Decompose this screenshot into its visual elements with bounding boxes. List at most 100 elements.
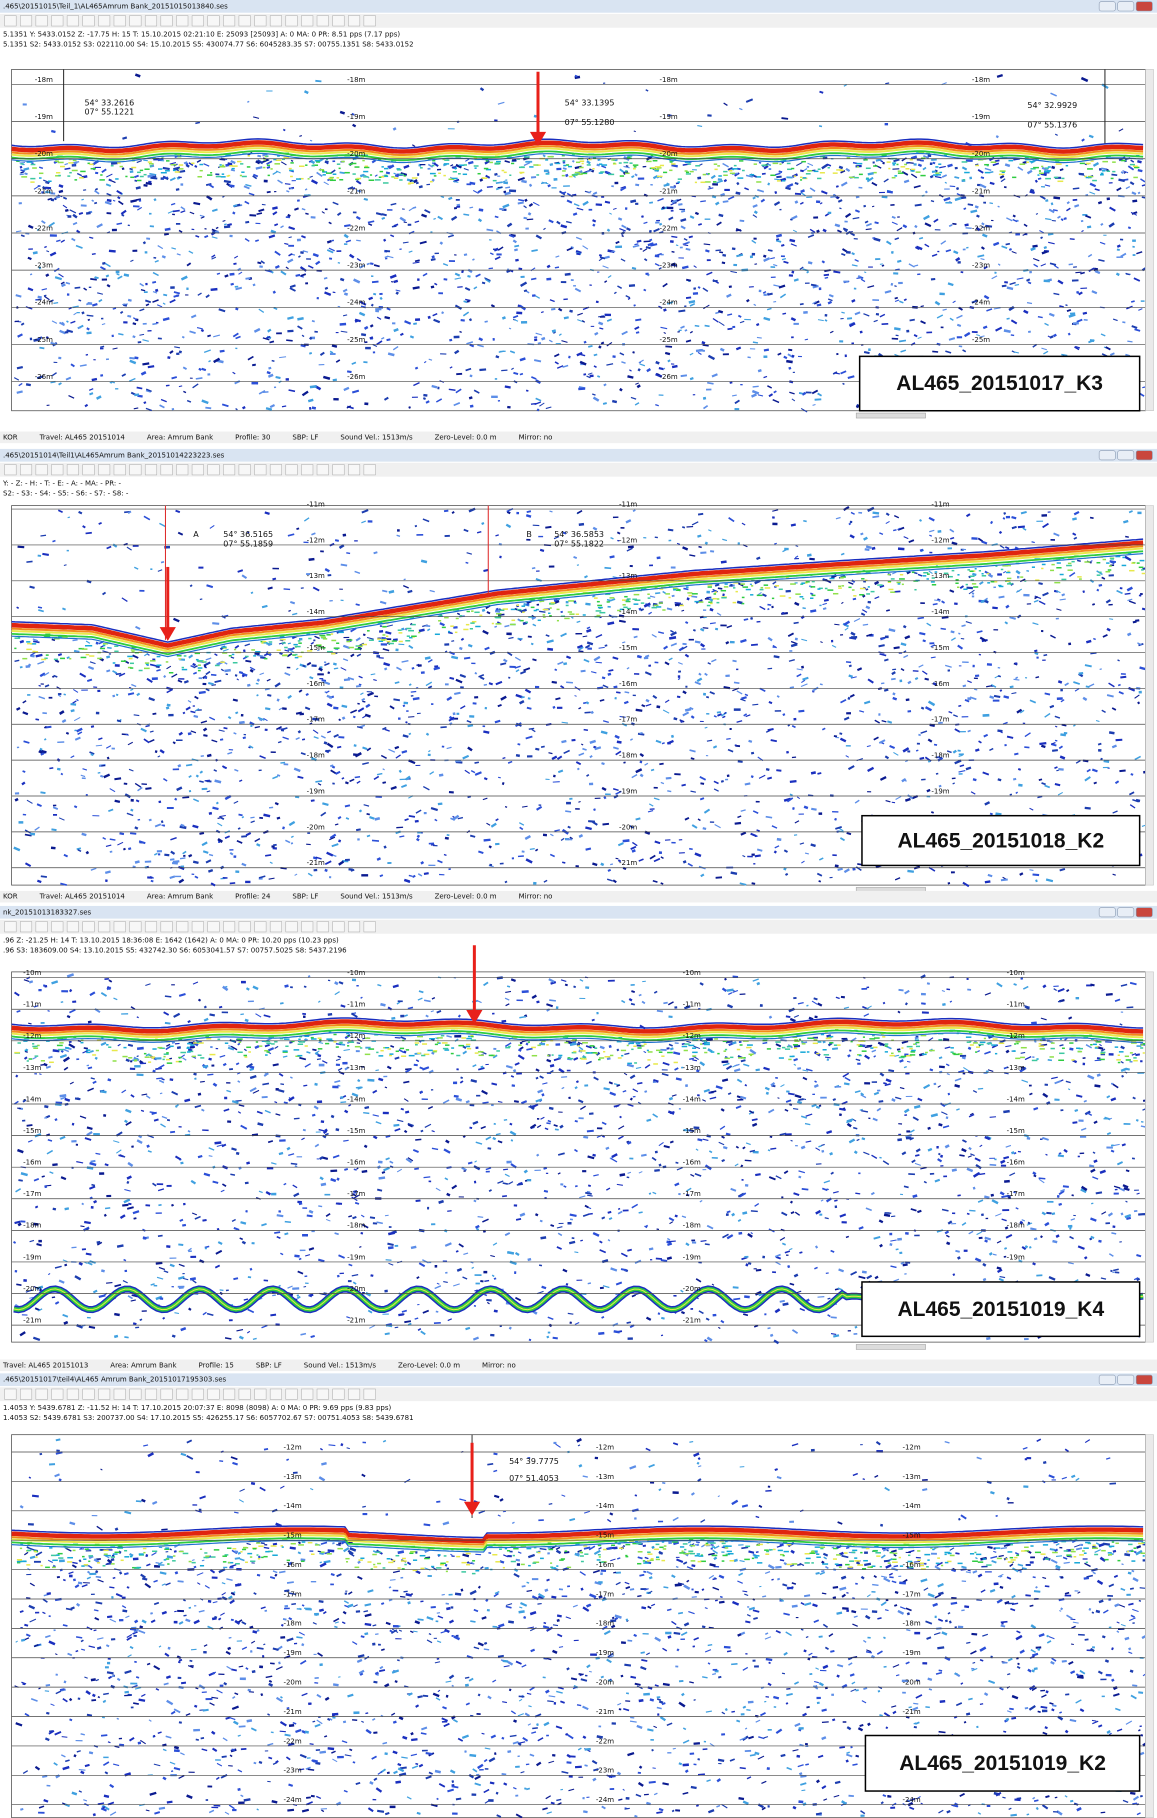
echo-speck [158, 801, 161, 804]
toolbar-button[interactable] [51, 465, 63, 475]
toolbar-button[interactable] [83, 16, 95, 26]
toolbar-button[interactable] [223, 465, 235, 475]
echo-speck [864, 159, 868, 161]
window-button[interactable] [1118, 451, 1134, 460]
echo-speck [443, 175, 445, 177]
echo-speck [574, 174, 579, 176]
echo-speck [707, 259, 711, 261]
toolbar-button[interactable] [348, 16, 360, 26]
echo-speck [453, 171, 457, 173]
toolbar-button[interactable] [5, 16, 17, 26]
toolbar-button[interactable] [98, 465, 110, 475]
toolbar-button[interactable] [270, 465, 282, 475]
echo-speck [79, 177, 84, 179]
toolbar-button[interactable] [255, 16, 267, 26]
toolbar-button[interactable] [67, 465, 79, 475]
toolbar-button[interactable] [301, 465, 313, 475]
vertical-scrollbar[interactable] [1145, 69, 1153, 410]
echo-speck [782, 180, 785, 182]
toolbar-button[interactable] [239, 465, 251, 475]
toolbar-button[interactable] [145, 16, 157, 26]
toolbar-button[interactable] [286, 16, 298, 26]
echo-speck [305, 164, 307, 166]
profile-window: .465\20151015\Teil_1\AL465Amrum Bank_201… [0, 0, 1157, 445]
toolbar-button[interactable] [114, 16, 126, 26]
echo-speck [742, 170, 745, 172]
window-button[interactable] [1099, 451, 1115, 460]
toolbar-button[interactable] [176, 465, 188, 475]
toolbar-button[interactable] [317, 465, 329, 475]
toolbar-button[interactable] [145, 465, 157, 475]
window-button[interactable] [1118, 2, 1134, 11]
echo-speck [786, 590, 791, 593]
toolbar-button[interactable] [98, 16, 110, 26]
echo-speck [89, 164, 93, 166]
echo-speck [551, 187, 556, 188]
toolbar-button[interactable] [5, 465, 17, 475]
window-title: .465\20151015\Teil_1\AL465Amrum Bank_201… [3, 2, 228, 10]
horizontal-scrollbar[interactable] [856, 413, 925, 418]
close-button[interactable] [1136, 2, 1152, 11]
echo-speck [655, 222, 659, 224]
toolbar-button[interactable] [161, 16, 173, 26]
toolbar-button[interactable] [130, 16, 142, 26]
echo-speck [171, 164, 177, 166]
toolbar-button[interactable] [333, 16, 345, 26]
echo-speck [983, 714, 990, 717]
toolbar-button[interactable] [333, 465, 345, 475]
toolbar-button[interactable] [192, 16, 204, 26]
toolbar-button[interactable] [208, 16, 220, 26]
echo-speck [761, 165, 766, 167]
echo-speck [137, 180, 141, 182]
toolbar-button[interactable] [270, 16, 282, 26]
echo-speck [30, 833, 35, 836]
toolbar-button[interactable] [317, 16, 329, 26]
toolbar-button[interactable] [223, 16, 235, 26]
echo-speck [408, 182, 413, 184]
toolbar-button[interactable] [176, 16, 188, 26]
toolbar-button[interactable] [208, 465, 220, 475]
echo-speck [678, 178, 682, 180]
echo-speck [651, 167, 655, 169]
echo-speck [237, 161, 241, 163]
toolbar-button[interactable] [130, 465, 142, 475]
toolbar-button[interactable] [36, 16, 48, 26]
echo-speck [1036, 521, 1043, 522]
toolbar-button[interactable] [114, 465, 126, 475]
echo-speck [917, 273, 920, 275]
echo-speck [286, 378, 289, 381]
echo-speck [894, 175, 897, 177]
toolbar-button[interactable] [83, 465, 95, 475]
echo-speck [435, 253, 439, 254]
echo-speck [629, 162, 632, 164]
toolbar-button[interactable] [255, 465, 267, 475]
toolbar-button[interactable] [364, 465, 376, 475]
echo-speck [175, 171, 180, 173]
toolbar-button[interactable] [364, 16, 376, 26]
toolbar-button[interactable] [239, 16, 251, 26]
echo-speck [671, 363, 674, 364]
toolbar-button[interactable] [51, 16, 63, 26]
echo-speck [614, 182, 618, 185]
echo-speck [380, 625, 382, 627]
echo-speck [489, 864, 492, 866]
echo-speck [371, 275, 373, 277]
toolbar-button[interactable] [67, 16, 79, 26]
toolbar-button[interactable] [348, 465, 360, 475]
close-button[interactable] [1136, 451, 1152, 460]
echo-speck [939, 172, 942, 174]
echo-speck [611, 185, 614, 187]
toolbar-button[interactable] [20, 16, 32, 26]
toolbar-button[interactable] [161, 465, 173, 475]
window-button[interactable] [1099, 2, 1115, 11]
echo-speck [394, 177, 398, 179]
echo-speck [1037, 174, 1039, 176]
echo-speck [453, 712, 456, 715]
echo-speck [149, 213, 152, 215]
echo-speck [654, 787, 658, 789]
toolbar-button[interactable] [192, 465, 204, 475]
toolbar-button[interactable] [301, 16, 313, 26]
toolbar-button[interactable] [36, 465, 48, 475]
toolbar-button[interactable] [20, 465, 32, 475]
toolbar-button[interactable] [286, 465, 298, 475]
